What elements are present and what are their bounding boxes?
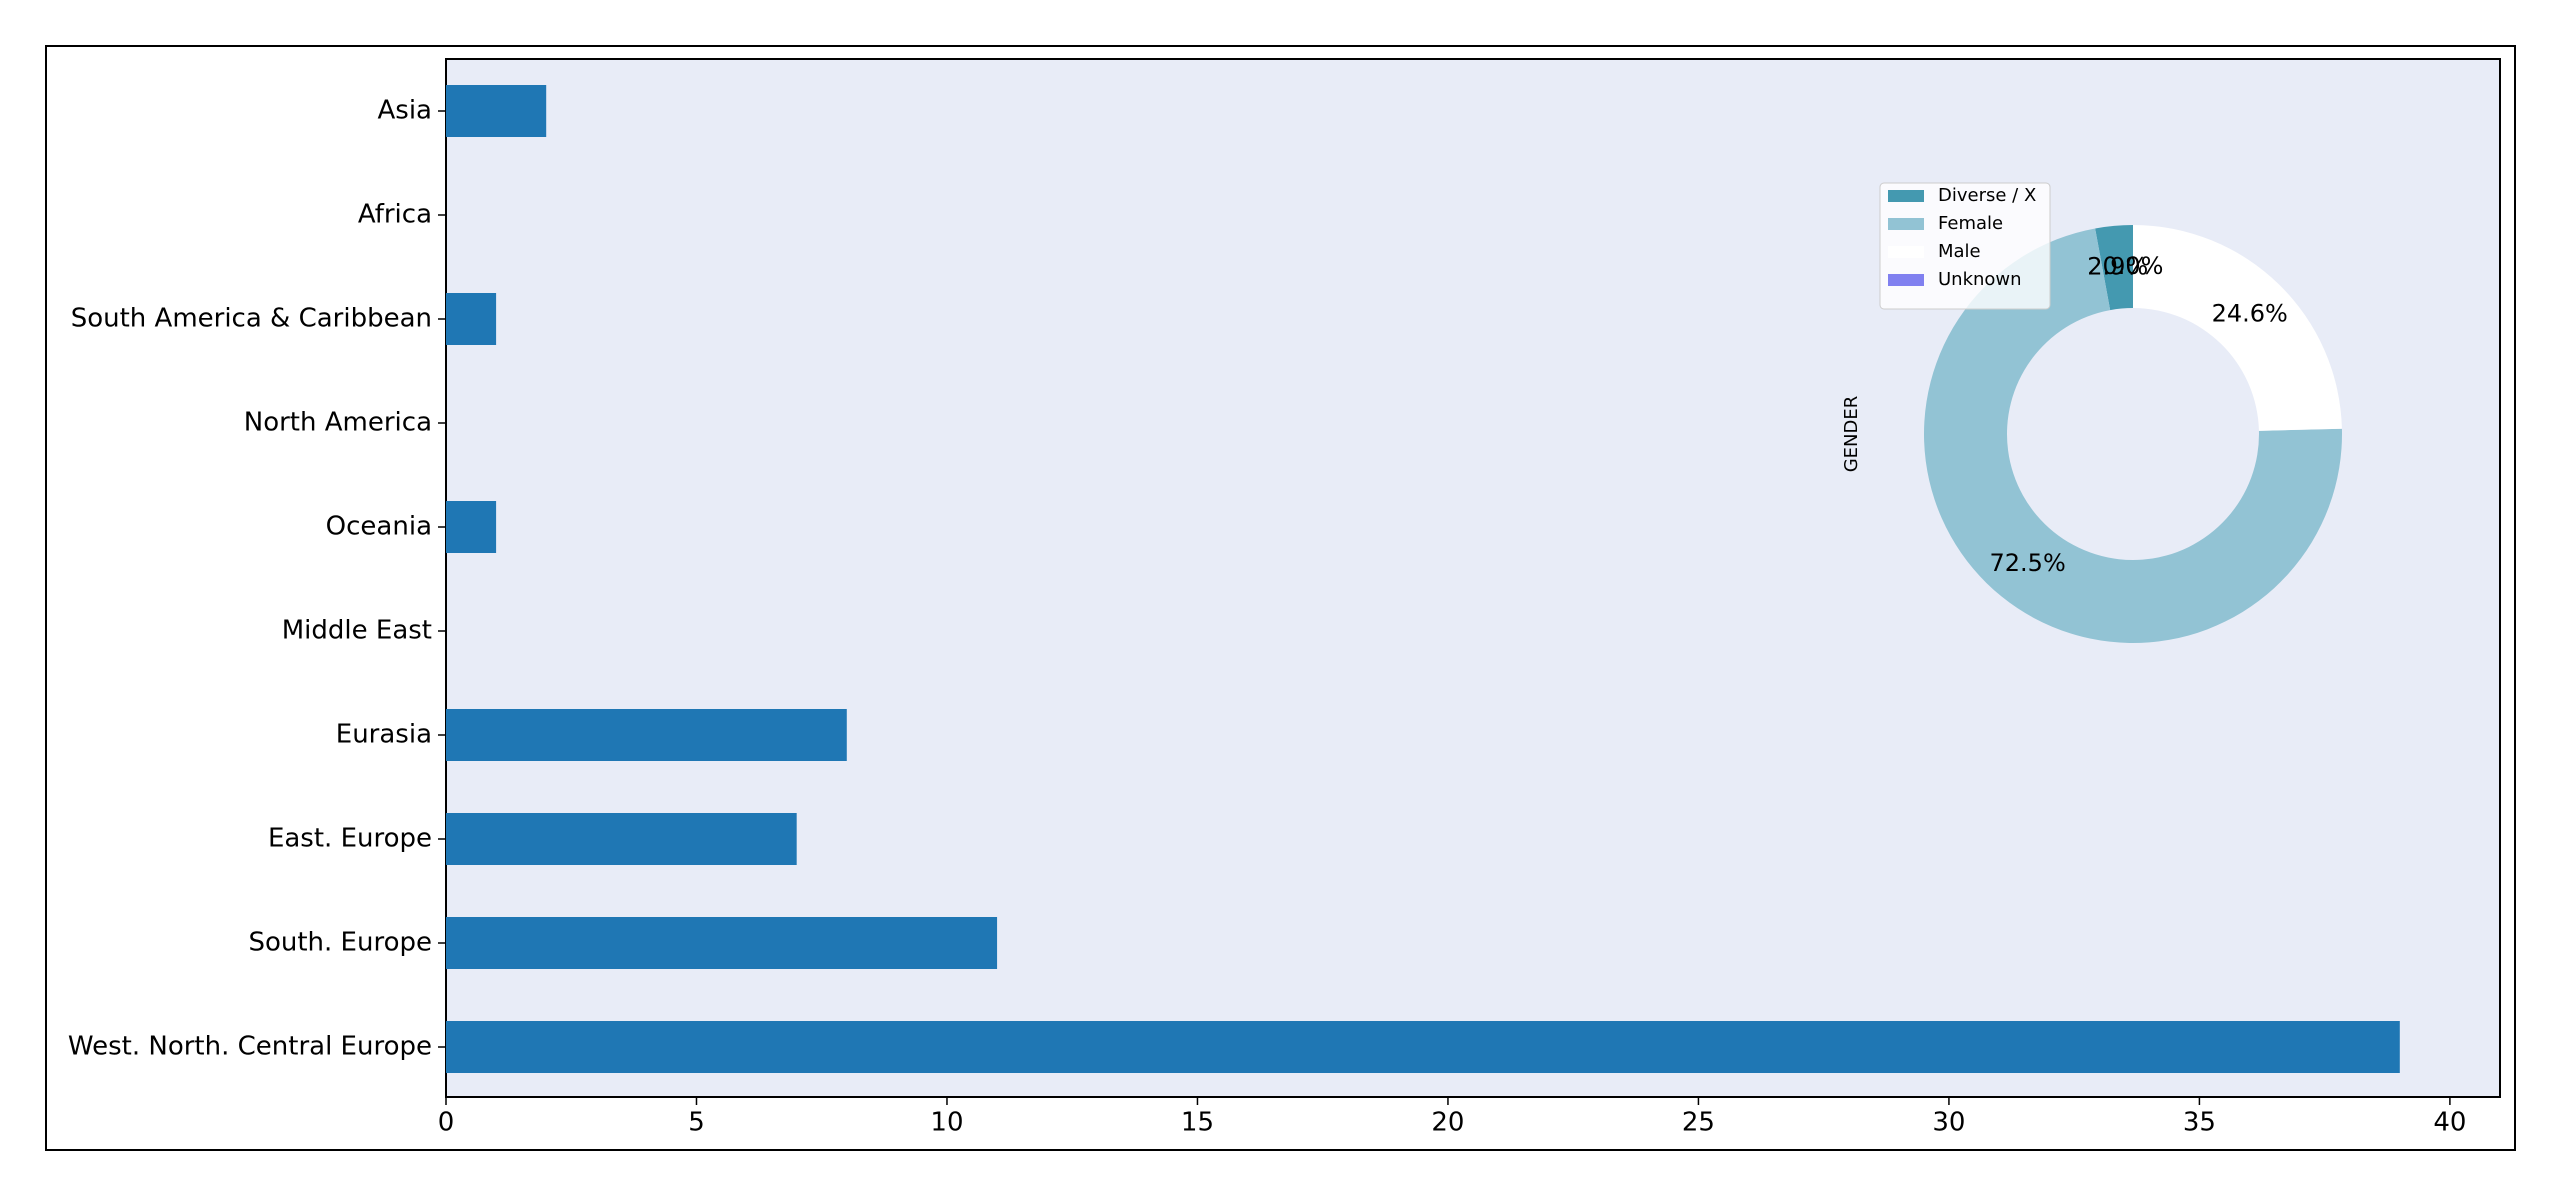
y-tick-label: West. North. Central Europe <box>68 1032 432 1062</box>
pie-wedge <box>2095 225 2133 311</box>
legend-label: Diverse / X <box>1938 185 2036 206</box>
x-tick-label: 15 <box>1181 1108 1214 1138</box>
x-tick-label: 30 <box>1932 1108 1965 1138</box>
bar <box>446 85 547 137</box>
x-tick-label: 35 <box>2183 1108 2216 1138</box>
x-tick-label: 10 <box>930 1108 963 1138</box>
bar <box>446 1021 2400 1073</box>
x-tick-label: 25 <box>1682 1108 1715 1138</box>
pie-wedge <box>1924 228 2342 643</box>
y-tick-label: Eurasia <box>336 720 432 750</box>
legend-label: Unknown <box>1938 269 2022 290</box>
x-tick-label: 40 <box>2433 1108 2466 1138</box>
bar <box>446 917 998 969</box>
bar <box>446 709 847 761</box>
x-tick-label: 20 <box>1431 1108 1464 1138</box>
y-tick-label: Oceania <box>326 512 432 542</box>
legend-swatch <box>1888 246 1924 258</box>
pie-value-label: 72.5% <box>1990 549 2066 577</box>
bar <box>446 813 797 865</box>
pie-value-label: 24.6% <box>2212 299 2288 327</box>
legend-swatch <box>1888 274 1924 286</box>
y-tick-label: North America <box>244 408 432 438</box>
y-tick-label: South. Europe <box>248 928 432 958</box>
bar <box>446 501 497 553</box>
y-tick-label: Africa <box>358 200 432 230</box>
legend-label: Female <box>1938 213 2003 234</box>
y-tick-label: Middle East <box>282 616 432 646</box>
legend-swatch <box>1888 190 1924 202</box>
y-tick-label: South America & Caribbean <box>71 304 432 334</box>
pie-value-label: 0.0% <box>2103 252 2164 280</box>
bar <box>446 293 497 345</box>
legend-label: Male <box>1938 241 1981 262</box>
x-tick-label: 0 <box>438 1108 455 1138</box>
x-tick-label: 5 <box>688 1108 705 1138</box>
pie-ylabel: GENDER <box>1841 396 1862 473</box>
pie-value-label: 2.9% <box>2087 252 2148 280</box>
y-tick-label: East. Europe <box>268 824 432 854</box>
y-tick-label: Asia <box>378 96 433 126</box>
pie-wedge <box>2133 225 2342 431</box>
legend-swatch <box>1888 218 1924 230</box>
